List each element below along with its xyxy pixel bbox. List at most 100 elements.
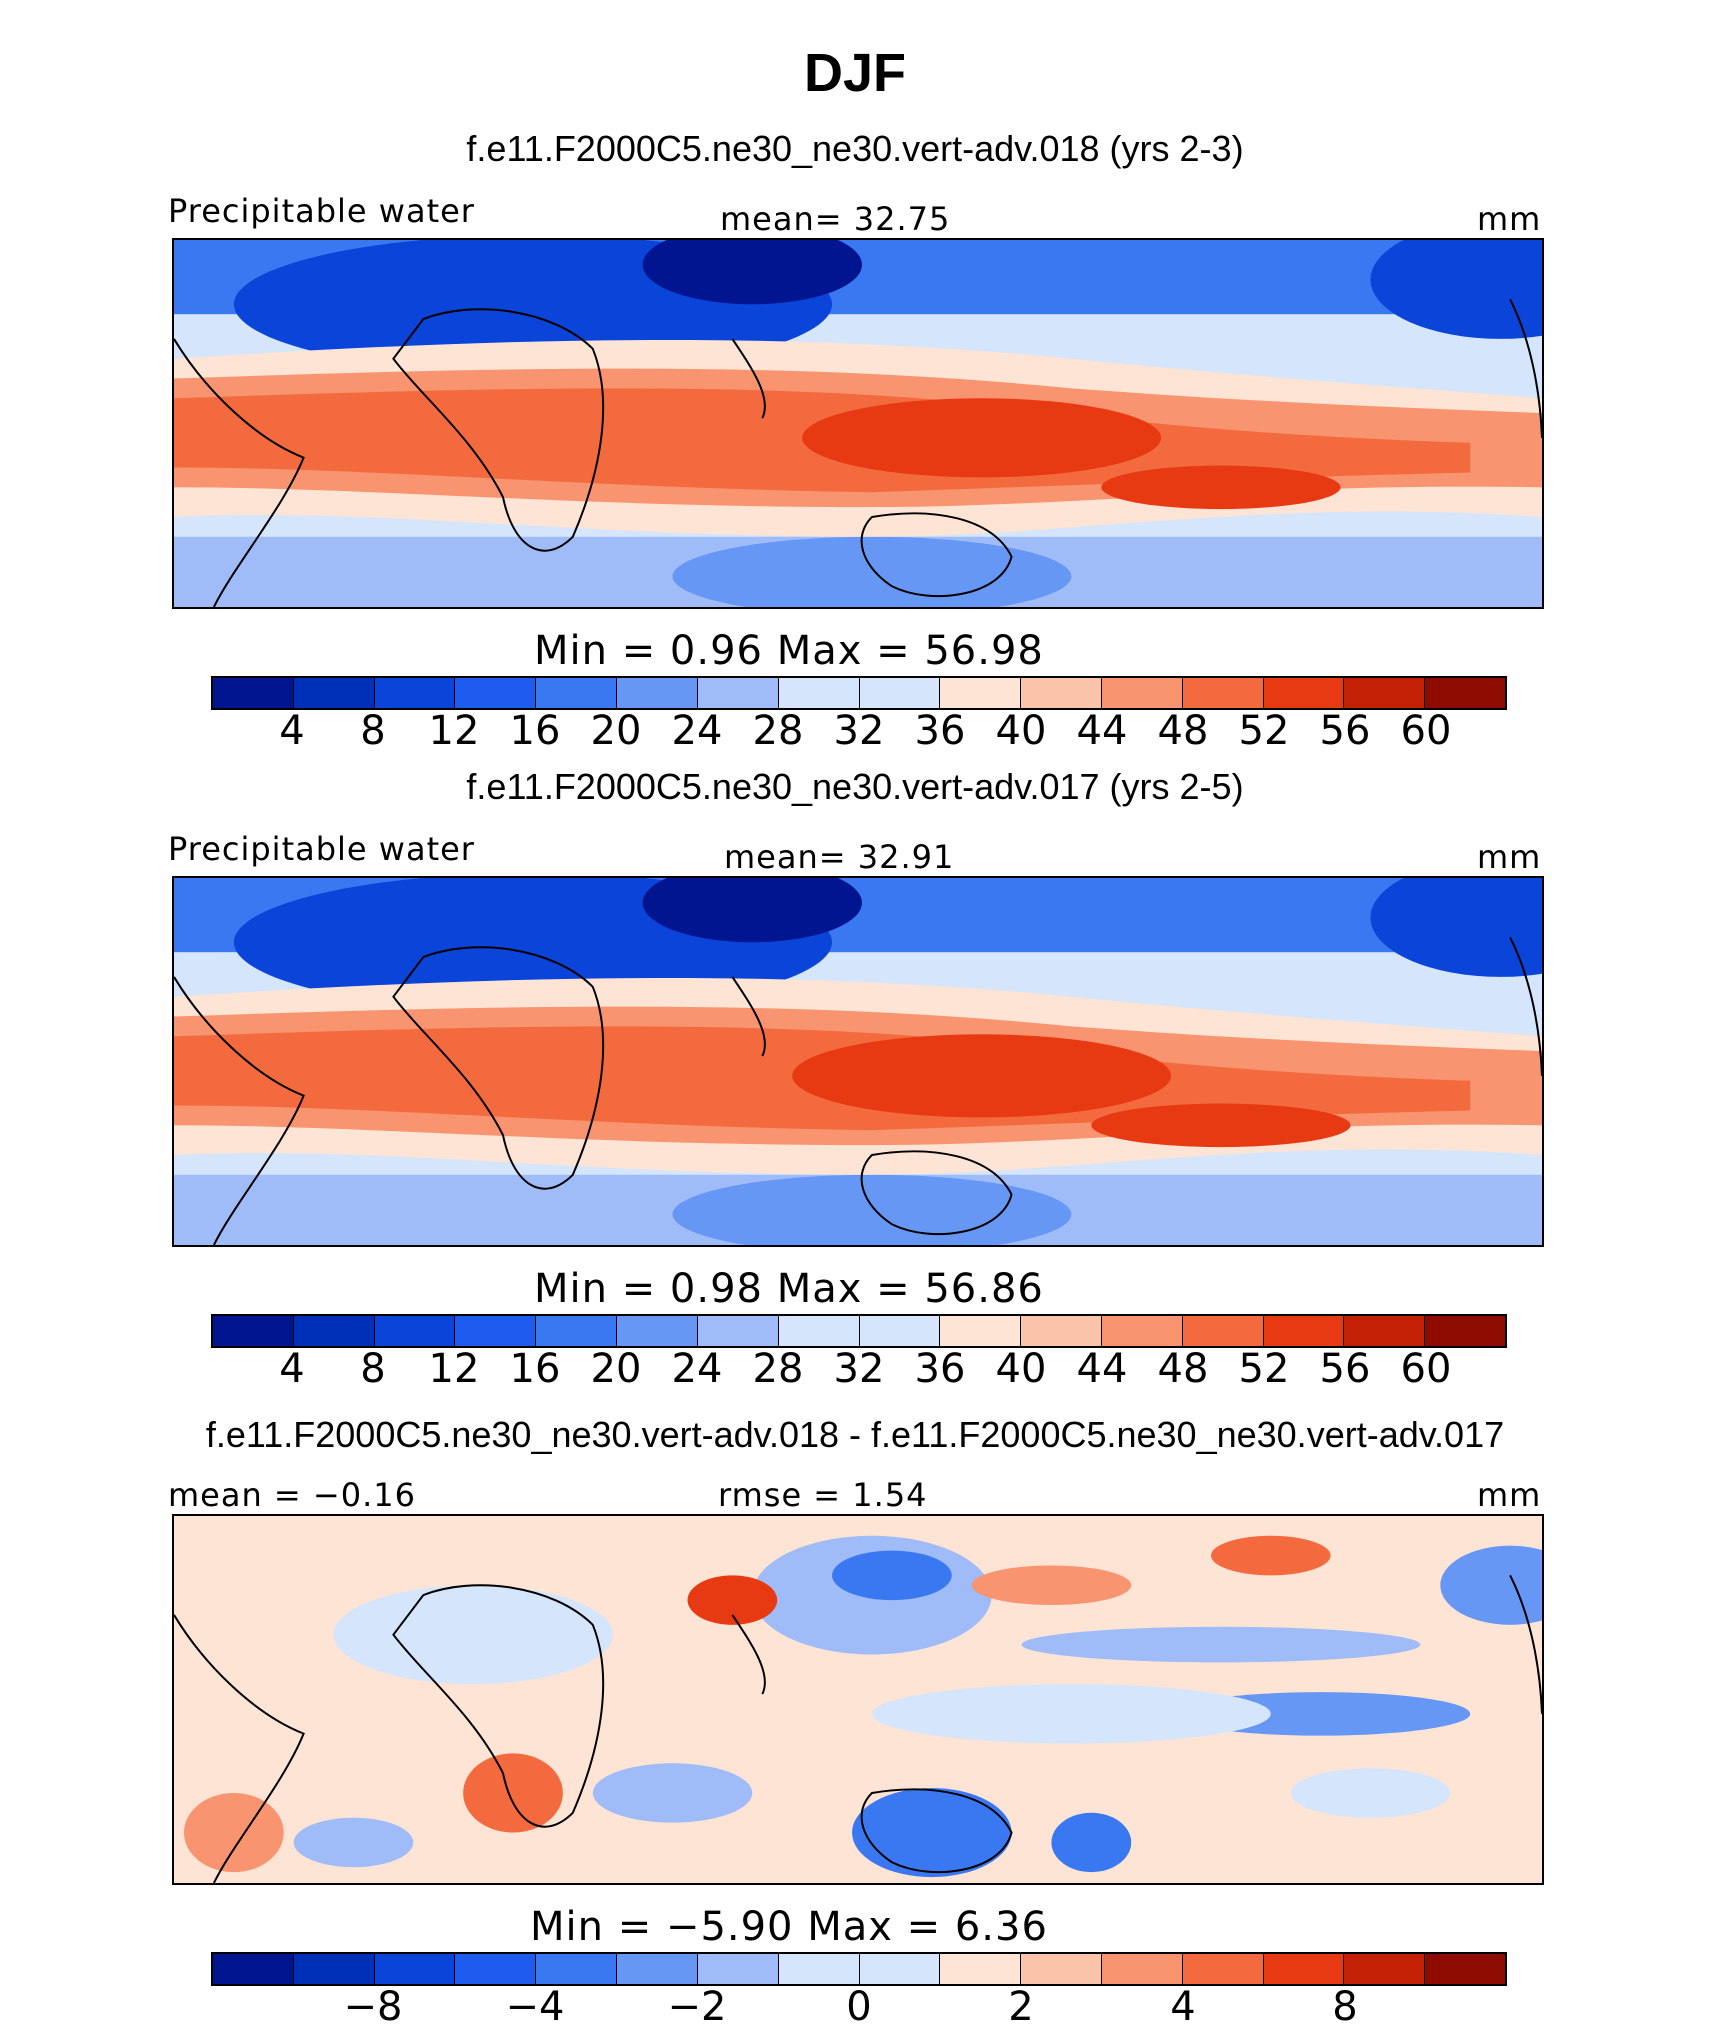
colorbar-level bbox=[778, 1954, 860, 1984]
colorbar-tick-label: 4 bbox=[279, 1346, 305, 1392]
colorbar-level bbox=[293, 678, 375, 708]
panel-3-title: f.e11.F2000C5.ne30_ne30.vert-adv.018 - f… bbox=[205, 1414, 1505, 1455]
colorbar-tick-label: 40 bbox=[995, 1346, 1047, 1392]
colorbar-level bbox=[1101, 1316, 1183, 1346]
colorbar-tick-label: 56 bbox=[1319, 1346, 1371, 1392]
colorbar-tick-label: 12 bbox=[428, 708, 480, 754]
colorbar-tick-label: 8 bbox=[360, 1346, 386, 1392]
colorbar-tick-label: 20 bbox=[590, 1346, 642, 1392]
colorbar-level bbox=[940, 678, 1022, 708]
colorbar-level bbox=[940, 1954, 1022, 1984]
colorbar-tick-label: 24 bbox=[671, 1346, 723, 1392]
colorbar-level bbox=[1182, 1316, 1264, 1346]
colorbar-tick-label: 8 bbox=[360, 708, 386, 754]
panel-2-units-label: mm bbox=[1477, 838, 1542, 876]
panel-2-variable-label: Precipitable water bbox=[168, 830, 475, 868]
colorbar-level bbox=[536, 678, 618, 708]
colorbar-level bbox=[697, 678, 779, 708]
colorbar-level bbox=[1021, 1954, 1102, 1984]
panel-3-colorbar bbox=[211, 1952, 1507, 1986]
colorbar-tick-label: 36 bbox=[914, 1346, 966, 1392]
colorbar-tick-label: −4 bbox=[505, 1984, 565, 2030]
colorbar-tick-label: 28 bbox=[752, 1346, 804, 1392]
colorbar-level bbox=[697, 1316, 779, 1346]
colorbar-level bbox=[1263, 678, 1345, 708]
colorbar-level bbox=[293, 1954, 375, 1984]
colorbar-level bbox=[213, 1954, 294, 1984]
panel-1-map bbox=[172, 238, 1544, 609]
colorbar-tick-label: 48 bbox=[1157, 708, 1209, 754]
colorbar-level bbox=[859, 1316, 941, 1346]
colorbar-level bbox=[1425, 1316, 1505, 1346]
colorbar-tick-label: 40 bbox=[995, 708, 1047, 754]
colorbar-level bbox=[1425, 678, 1505, 708]
colorbar-level bbox=[778, 1316, 860, 1346]
panel-1-mean-label: mean= 32.75 bbox=[720, 200, 951, 238]
panel-3-rmse-label: rmse = 1.54 bbox=[718, 1476, 928, 1514]
colorbar-level bbox=[617, 678, 698, 708]
colorbar-level bbox=[536, 1316, 618, 1346]
colorbar-level bbox=[778, 678, 860, 708]
colorbar-tick-label: 20 bbox=[590, 708, 642, 754]
colorbar-tick-label: 28 bbox=[752, 708, 804, 754]
colorbar-level bbox=[455, 1316, 537, 1346]
panel-1-colorbar bbox=[211, 676, 1507, 710]
panel-3-mean-label: mean = −0.16 bbox=[168, 1476, 416, 1514]
colorbar-tick-label: 4 bbox=[279, 708, 305, 754]
colorbar-level bbox=[1021, 1316, 1102, 1346]
colorbar-level bbox=[1263, 1316, 1345, 1346]
colorbar-level bbox=[1101, 1954, 1183, 1984]
colorbar-tick-label: −8 bbox=[343, 1984, 403, 2030]
panel-1-variable-label: Precipitable water bbox=[168, 192, 475, 230]
colorbar-tick-label: 56 bbox=[1319, 708, 1371, 754]
colorbar-level bbox=[1344, 678, 1426, 708]
panel-1-minmax: Min = 0.96 Max = 56.98 bbox=[534, 628, 1044, 674]
colorbar-level bbox=[697, 1954, 779, 1984]
colorbar-tick-label: 24 bbox=[671, 708, 723, 754]
panel-2-colorbar bbox=[211, 1314, 1507, 1348]
colorbar-level bbox=[374, 1316, 456, 1346]
colorbar-level bbox=[859, 678, 941, 708]
colorbar-level bbox=[1182, 678, 1264, 708]
colorbar-tick-label: 44 bbox=[1076, 708, 1128, 754]
colorbar-tick-label: 4 bbox=[1170, 1984, 1196, 2030]
panel-3-units-label: mm bbox=[1477, 1476, 1542, 1514]
colorbar-level bbox=[859, 1954, 941, 1984]
colorbar-tick-label: 60 bbox=[1400, 708, 1452, 754]
panel-2-title: f.e11.F2000C5.ne30_ne30.vert-adv.017 (yr… bbox=[466, 766, 1244, 807]
colorbar-level bbox=[1021, 678, 1102, 708]
colorbar-level bbox=[374, 678, 456, 708]
colorbar-tick-label: 0 bbox=[846, 1984, 872, 2030]
colorbar-tick-label: 8 bbox=[1332, 1984, 1358, 2030]
colorbar-level bbox=[1425, 1954, 1505, 1984]
colorbar-level bbox=[617, 1954, 698, 1984]
colorbar-tick-label: 16 bbox=[509, 708, 561, 754]
colorbar-tick-label: 2 bbox=[1008, 1984, 1034, 2030]
colorbar-level bbox=[1344, 1316, 1426, 1346]
colorbar-level bbox=[293, 1316, 375, 1346]
colorbar-level bbox=[455, 678, 537, 708]
panel-2-mean-label: mean= 32.91 bbox=[724, 838, 955, 876]
colorbar-level bbox=[940, 1316, 1022, 1346]
colorbar-tick-label: 52 bbox=[1238, 1346, 1290, 1392]
panel-1-units-label: mm bbox=[1477, 200, 1542, 238]
colorbar-tick-label: −2 bbox=[667, 1984, 727, 2030]
colorbar-tick-label: 44 bbox=[1076, 1346, 1128, 1392]
colorbar-tick-label: 12 bbox=[428, 1346, 480, 1392]
colorbar-tick-label: 52 bbox=[1238, 708, 1290, 754]
colorbar-level bbox=[213, 1316, 294, 1346]
colorbar-tick-label: 16 bbox=[509, 1346, 561, 1392]
colorbar-level bbox=[1101, 678, 1183, 708]
panel-1-title: f.e11.F2000C5.ne30_ne30.vert-adv.018 (yr… bbox=[466, 128, 1244, 169]
colorbar-level bbox=[374, 1954, 456, 1984]
figure-title: DJF bbox=[803, 43, 906, 103]
colorbar-tick-label: 60 bbox=[1400, 1346, 1452, 1392]
colorbar-tick-label: 32 bbox=[833, 708, 885, 754]
panel-2-minmax: Min = 0.98 Max = 56.86 bbox=[534, 1266, 1044, 1312]
colorbar-level bbox=[1182, 1954, 1264, 1984]
colorbar-level bbox=[1263, 1954, 1345, 1984]
colorbar-tick-label: 32 bbox=[833, 1346, 885, 1392]
colorbar-tick-label: 48 bbox=[1157, 1346, 1209, 1392]
colorbar-level bbox=[455, 1954, 537, 1984]
panel-3-map bbox=[172, 1514, 1544, 1885]
